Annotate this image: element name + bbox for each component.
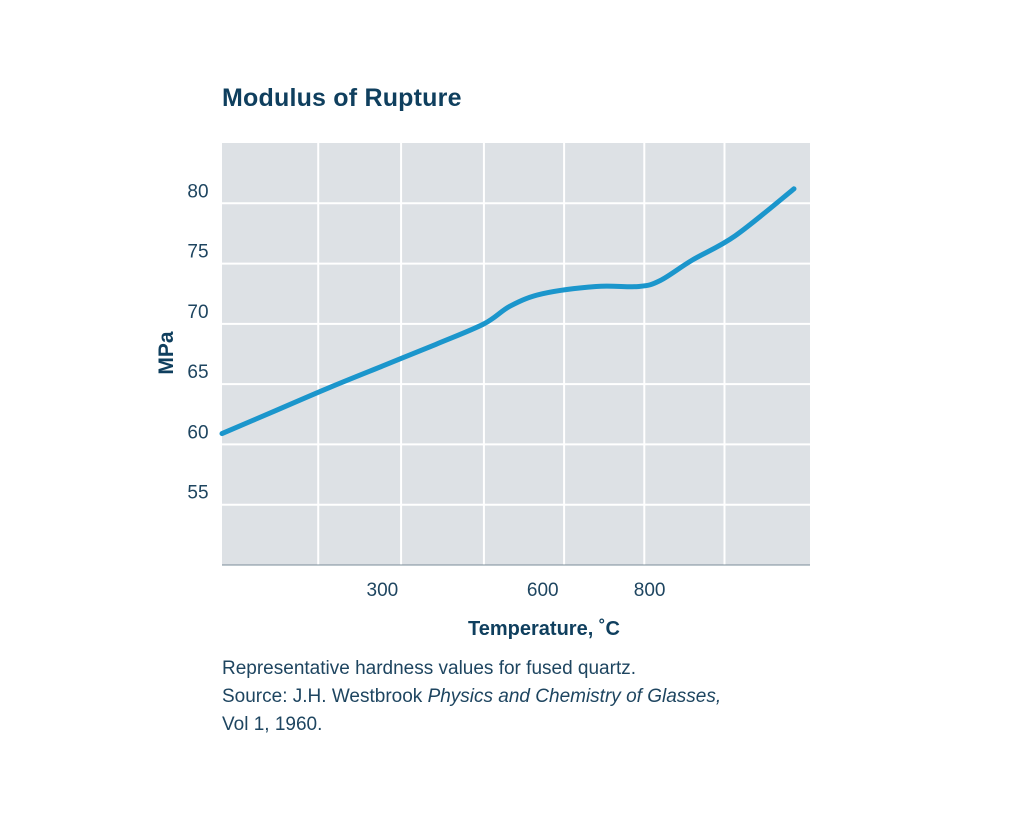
x-axis-label: Temperature, ˚C	[468, 617, 620, 640]
grid	[222, 143, 810, 565]
x-tick-label: 800	[634, 580, 666, 601]
chart: 55 60 65 70 75 80 300 600 800 MPa Temperature, …	[155, 143, 810, 640]
caption-line-3: Vol 1, 1960.	[222, 714, 323, 735]
x-tick-label: 600	[527, 580, 559, 601]
y-tick-label: 65	[187, 362, 208, 383]
y-tick-label: 60	[187, 422, 208, 443]
plot-area	[222, 143, 810, 565]
y-tick-label: 75	[187, 242, 208, 263]
y-axis-ticks: 55 60 65 70 75 80	[187, 181, 208, 503]
chart-title: Modulus of Rupture	[222, 84, 462, 112]
x-tick-label: 300	[367, 580, 399, 601]
caption-source-title: Physics and Chemistry of Glasses,	[427, 686, 722, 707]
series-line	[219, 186, 797, 437]
caption-line-2: Source: J.H. Westbrook Physics and Chemi…	[222, 683, 842, 711]
caption-source-prefix: Source: J.H. Westbrook	[222, 686, 428, 707]
caption: Representative hardness values for fused…	[222, 655, 842, 739]
x-axis-ticks: 300 600 800	[367, 580, 666, 601]
y-tick-label: 55	[187, 483, 208, 504]
y-tick-label: 80	[187, 181, 208, 202]
caption-line-1: Representative hardness values for fused…	[222, 658, 637, 679]
y-axis-label: MPa	[155, 331, 178, 375]
series-layer	[219, 186, 797, 437]
y-tick-label: 70	[187, 302, 208, 323]
